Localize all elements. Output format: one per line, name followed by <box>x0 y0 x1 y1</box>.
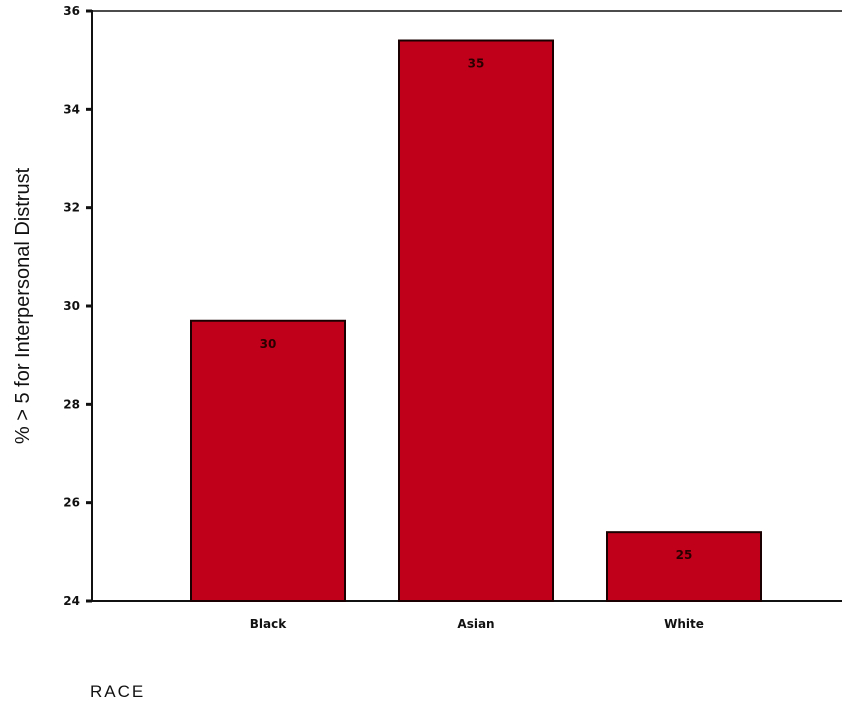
y-tick-label: 34 <box>63 102 80 116</box>
y-tick-label: 26 <box>63 496 80 510</box>
bar-value-label: 25 <box>676 548 693 562</box>
category-labels: Black Asian White <box>250 617 704 631</box>
bar-white <box>606 531 762 603</box>
y-tick-label: 28 <box>63 397 80 411</box>
x-tick-label: Asian <box>457 617 494 631</box>
x-tick-label: Black <box>250 617 287 631</box>
y-tick-label: 24 <box>63 594 80 608</box>
bar-asian <box>398 39 554 602</box>
y-axis-label: % > 5 for Interpersonal Distrust <box>12 167 34 444</box>
x-axis-label: RACE <box>90 682 145 701</box>
x-tick-label: White <box>664 617 704 631</box>
y-tick-label: 30 <box>63 299 80 313</box>
y-tick-label: 36 <box>63 4 80 18</box>
y-tick-label: 32 <box>63 201 80 215</box>
y-ticks: 24 26 28 30 32 34 36 <box>63 4 92 608</box>
bar-value-label: 30 <box>260 337 277 351</box>
bars: 30 35 25 <box>190 39 762 603</box>
bar-value-label: 35 <box>468 57 485 71</box>
bar-black <box>190 319 346 602</box>
